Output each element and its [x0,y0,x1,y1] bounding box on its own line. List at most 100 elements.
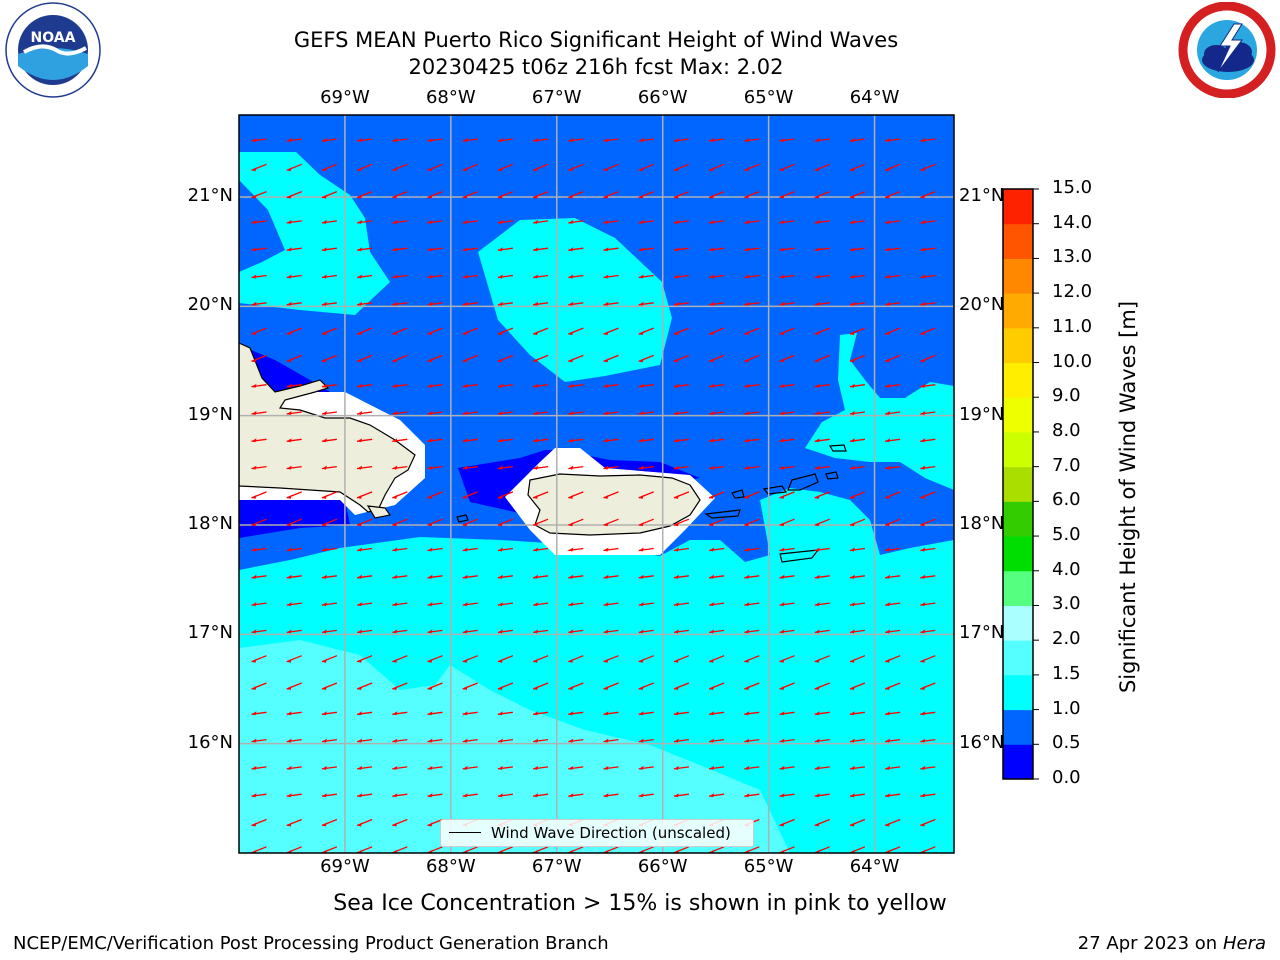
lat-label-left-0: 21°N [187,185,233,206]
wave-arrow-120 [251,301,267,306]
lat-label-right-3: 18°N [959,513,1005,534]
wave-arrow-311 [638,547,654,552]
wave-arrow-296 [814,518,830,527]
wave-arrow-252 [673,465,689,470]
wave-arrow-15 [779,138,795,142]
wave-arrow-244 [392,465,408,470]
wave-arrow-100 [251,274,267,279]
wave-arrow-77 [849,219,865,224]
wave-arrow-4 [392,138,408,142]
wave-arrow-245 [427,465,443,470]
colorbar-tick-label-5: 3.0 [1052,593,1081,615]
wave-arrow-238 [885,438,901,443]
wave-arrow-88 [533,247,549,252]
wave-arrow-402 [321,682,338,690]
wave-arrow-530 [603,846,619,853]
wave-arrow-304 [392,547,408,552]
wave-arrow-355 [779,602,795,607]
wave-arrow-254 [744,465,760,470]
wave-arrow-66 [462,219,478,224]
wave-arrow-401 [286,682,302,690]
wave-arrow-253 [709,465,725,470]
colorbar-swatch-7 [1003,501,1033,537]
wave-arrow-501 [286,818,302,827]
wave-arrow-483 [357,793,373,798]
wave-arrow-301 [286,547,302,552]
wave-arrow-287 [497,518,514,527]
wave-arrow-418 [884,682,901,690]
colorbar-tick-label-7: 5.0 [1052,524,1081,546]
wave-arrow-29 [568,163,584,172]
wave-arrow-223 [357,438,373,443]
wave-arrow-8 [533,138,549,142]
wave-arrow-386 [462,655,478,663]
wave-arrow-406 [462,682,478,690]
wave-arrow-97 [849,247,865,252]
lon-label-top-1: 68°W [425,87,476,108]
wave-arrow-446 [462,738,478,743]
wave-arrow-78 [885,219,901,224]
wave-arrow-17 [849,138,865,142]
wave-arrow-39 [920,163,936,172]
colorbar-tick-label-8: 6.0 [1052,489,1081,511]
wave-arrow-265 [427,491,443,499]
colorbar-tick-label-15: 13.0 [1052,246,1093,268]
wave-arrow-466 [462,765,478,770]
field-0.0-0.5-sw [239,500,350,538]
field-1.5-2.0-sw [239,640,790,853]
wave-arrow-35 [779,163,795,172]
wave-arrow-463 [357,765,373,770]
wave-arrow-111 [638,274,654,279]
wave-arrow-71 [638,219,654,224]
wave-arrow-28 [532,163,549,172]
wave-arrow-382 [321,655,338,663]
wave-arrow-395 [779,655,795,663]
wave-arrow-261 [286,491,302,499]
wave-arrow-65 [427,219,443,224]
wave-arrow-357 [849,602,865,607]
wave-arrow-148 [532,327,549,336]
wave-arrow-299 [920,518,936,527]
wave-arrow-361 [286,629,302,634]
wave-arrow-452 [673,738,689,743]
wave-arrow-122 [321,301,337,306]
wave-arrow-256 [814,465,830,470]
wave-arrow-374 [744,629,760,634]
wave-arrow-134 [744,301,760,306]
wave-arrow-464 [392,765,408,770]
wave-arrow-93 [709,247,725,252]
map-frame [238,114,955,854]
wave-arrow-403 [356,682,373,690]
wave-arrow-354 [744,602,760,607]
wave-arrow-308 [533,547,549,552]
wave-arrow-475 [779,765,795,770]
wave-arrow-488 [533,793,549,798]
wave-arrow-495 [779,793,795,798]
wave-arrow-32 [673,163,690,172]
wave-arrow-443 [357,738,373,743]
wave-arrow-96 [814,247,830,252]
wave-arrow-119 [920,274,936,279]
wave-arrow-206 [462,411,478,415]
wave-arrow-123 [357,301,373,306]
wave-arrow-351 [638,602,654,607]
land-hispaniola [239,342,416,513]
wave-arrow-84 [392,247,408,252]
wave-arrow-472 [673,765,689,770]
wave-arrow-302 [321,547,337,552]
legend-label: Wind Wave Direction (unscaled) [491,824,731,842]
wave-arrow-439 [920,711,936,716]
wave-arrow-417 [849,682,866,690]
wave-arrow-300 [251,547,267,552]
wave-arrow-213 [709,411,725,415]
wave-arrow-348 [533,602,549,607]
wave-arrow-45 [427,190,443,199]
wave-arrow-184 [392,383,408,388]
lat-label-right-5: 16°N [959,731,1005,753]
wave-arrow-315 [779,547,795,552]
wave-arrow-338 [885,574,901,579]
wave-arrow-347 [497,602,513,607]
wave-arrow-384 [392,655,408,663]
wave-arrow-492 [673,793,689,798]
wave-arrow-83 [357,247,373,252]
